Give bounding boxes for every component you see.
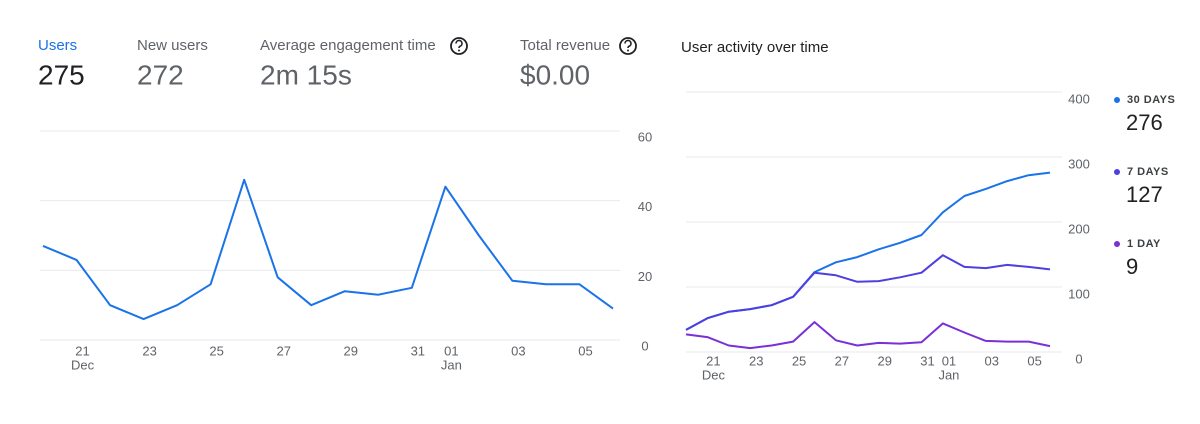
help-icon[interactable]	[450, 37, 468, 55]
series-line	[685, 321, 1051, 350]
metric-label[interactable]: Average engagement time	[260, 37, 436, 54]
x-tick-label: 01	[444, 343, 458, 358]
y-tick-label: 40	[638, 199, 652, 214]
metric-value: 272	[137, 59, 184, 90]
metric-label[interactable]: Users	[38, 37, 77, 54]
legend-value: 127	[1126, 182, 1163, 207]
y-tick-label: 100	[1068, 286, 1090, 301]
x-tick-label: 27	[835, 353, 849, 368]
x-tick-label: 25	[792, 353, 806, 368]
x-tick-label: 25	[209, 343, 223, 358]
x-month-label: Jan	[938, 367, 959, 382]
x-tick-label: 23	[749, 353, 763, 368]
legend-swatch	[1114, 241, 1120, 247]
legend-value: 276	[1126, 110, 1163, 135]
y-tick-label: 60	[638, 129, 652, 144]
legend-label: 30 DAYS	[1127, 94, 1175, 106]
x-tick-label: 05	[1027, 353, 1041, 368]
series-line	[685, 254, 1051, 331]
x-tick-label: 31	[920, 353, 934, 368]
y-tick-label: 300	[1068, 156, 1090, 171]
x-tick-label: 03	[511, 343, 525, 358]
metric-value: 275	[38, 59, 85, 90]
y-tick-label: 20	[638, 269, 652, 284]
help-icon[interactable]	[619, 37, 637, 55]
x-tick-label: 31	[411, 343, 425, 358]
legend-swatch	[1114, 169, 1120, 175]
metric-label[interactable]: Total revenue	[520, 37, 610, 54]
legend-value: 9	[1126, 254, 1138, 279]
y-tick-label: 0	[1075, 351, 1082, 366]
metric-label[interactable]: New users	[137, 37, 208, 54]
legend-swatch	[1114, 97, 1120, 103]
x-tick-label: 21	[706, 353, 720, 368]
x-tick-label: 29	[344, 343, 358, 358]
x-tick-label: 23	[142, 343, 156, 358]
x-month-label: Dec	[71, 357, 95, 372]
legend-label: 7 DAYS	[1127, 166, 1169, 178]
x-tick-label: 27	[276, 343, 290, 358]
x-month-label: Jan	[441, 357, 462, 372]
chart-title: User activity over time	[681, 39, 829, 56]
x-tick-label: 03	[985, 353, 999, 368]
x-tick-label: 05	[578, 343, 592, 358]
x-tick-label: 21	[75, 343, 89, 358]
y-tick-label: 0	[641, 338, 648, 353]
metric-value: 2m 15s	[260, 59, 352, 90]
series-line	[42, 178, 614, 321]
y-tick-label: 400	[1068, 91, 1090, 106]
x-month-label: Dec	[702, 367, 726, 382]
y-tick-label: 200	[1068, 221, 1090, 236]
series-line	[685, 171, 1051, 331]
legend-label: 1 DAY	[1127, 238, 1161, 250]
x-tick-label: 01	[942, 353, 956, 368]
metric-value: $0.00	[520, 59, 590, 90]
x-tick-label: 29	[877, 353, 891, 368]
